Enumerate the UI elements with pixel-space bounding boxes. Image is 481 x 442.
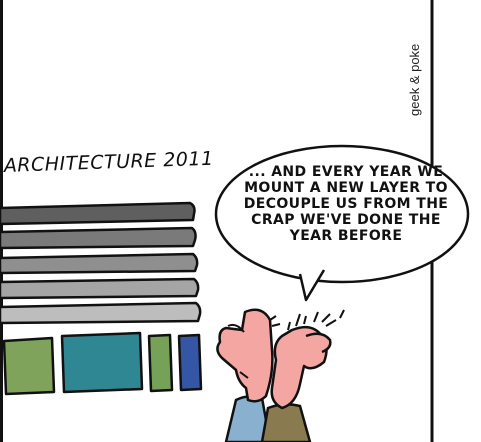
author-credit: geek & poke (407, 43, 422, 116)
character-left-head (216, 308, 274, 403)
layer-5 (0, 301, 202, 325)
base-block-blue (177, 333, 203, 392)
base-block-green-small (147, 333, 174, 393)
base-block-green (2, 336, 56, 396)
speech-bubble-tail (298, 269, 326, 302)
architecture-base (2, 331, 203, 396)
layer-1 (0, 201, 196, 226)
speech-bubble-text: ... AND EVERY YEAR WE MOUNT A NEW LAYER … (243, 164, 449, 244)
character-right-nose (305, 332, 332, 354)
character-right (260, 309, 345, 442)
character-left-mouth (239, 371, 249, 379)
character-left (216, 308, 281, 442)
characters (216, 308, 345, 442)
base-block-teal (60, 331, 144, 394)
layer-2 (0, 226, 197, 250)
layer-4 (0, 277, 200, 300)
character-right-shirt (260, 403, 312, 442)
speech-bubble-body (214, 144, 470, 284)
character-left-hair (269, 315, 281, 327)
speech-bubble (214, 144, 470, 302)
character-right-eye (287, 313, 307, 331)
architecture-layers (0, 201, 202, 325)
character-left-ear (227, 323, 245, 333)
character-right-hair (313, 309, 345, 327)
layer-3 (0, 252, 199, 275)
